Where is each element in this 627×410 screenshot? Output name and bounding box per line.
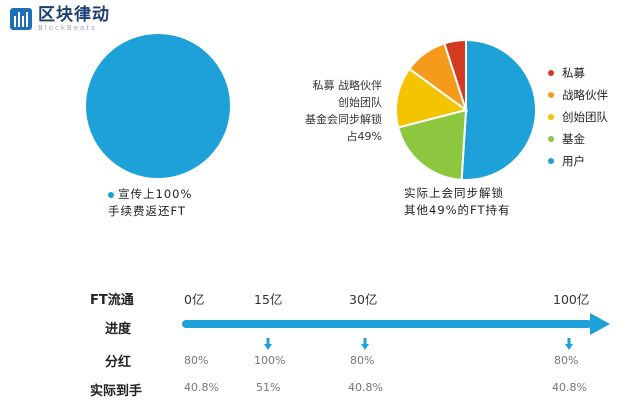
legend-label-fund: 基金	[562, 132, 585, 146]
right-caption-line-1: 实际上会同步解锁	[404, 186, 504, 200]
logo-subtitle: BlockBeats	[38, 24, 97, 32]
legend-item-partners: 战略伙伴	[548, 84, 608, 106]
left-caption-dot	[108, 191, 114, 198]
legend-dot-fund	[548, 136, 554, 142]
right-pie-annotation: 私募 战略伙伴 创始团队 基金会同步解锁 占49%	[270, 77, 382, 145]
actual-2: 40.8%	[348, 381, 383, 394]
dividend-3: 80%	[554, 354, 579, 367]
pie-chart-left	[84, 32, 232, 180]
annotation-line-2: 创始团队	[338, 96, 382, 109]
annotation-line-1: 私募 战略伙伴	[312, 79, 383, 92]
row-label-actual: 实际到手	[90, 384, 143, 399]
row-label-circulation: FT流通	[90, 293, 134, 308]
milestone-arrow-15	[264, 338, 272, 350]
progress-arrow	[182, 313, 610, 335]
pie-chart-right	[395, 38, 537, 181]
legend-label-founders: 创始团队	[562, 110, 608, 124]
pie-slice-用户	[84, 32, 232, 180]
milestone-arrow-100	[565, 338, 573, 350]
pie-slice-创始团队	[395, 67, 469, 129]
dividend-1: 100%	[254, 354, 286, 367]
left-pie-caption: 宣传上100% 手续费返还FT	[108, 186, 192, 220]
legend-item-founders: 创始团队	[548, 106, 608, 128]
milestone-arrow-30	[361, 338, 369, 350]
left-caption-line-2: 手续费返还FT	[108, 204, 186, 218]
legend-label-users: 用户	[562, 154, 585, 168]
logo-name: 区块律动	[38, 5, 110, 25]
left-caption-line-1: 宣传上100%	[118, 187, 193, 201]
row-label-progress: 进度	[105, 322, 132, 337]
pie-slice-基金	[396, 108, 468, 181]
row-label-dividend: 分红	[105, 355, 132, 370]
legend-item-users: 用户	[548, 150, 608, 172]
right-pie-caption: 实际上会同步解锁 其他49%的FT持有	[404, 185, 511, 219]
actual-1: 51%	[256, 381, 281, 394]
annotation-line-3: 基金会同步解锁	[305, 113, 382, 126]
legend-item-fund: 基金	[548, 128, 608, 150]
annotation-line-4: 占49%	[346, 130, 382, 143]
legend-dot-private	[548, 70, 554, 76]
legend: 私募 战略伙伴 创始团队 基金 用户	[548, 62, 608, 172]
circulation-2: 30亿	[349, 292, 378, 307]
circulation-3: 100亿	[553, 292, 590, 307]
legend-label-partners: 战略伙伴	[562, 88, 608, 102]
dividend-0: 80%	[184, 354, 209, 367]
pie-slice-用户	[460, 38, 537, 181]
actual-3: 40.8%	[552, 381, 587, 394]
logo: 区块律动 BlockBeats	[10, 6, 110, 32]
logo-icon	[10, 8, 32, 30]
pie-slice-私募	[443, 38, 467, 111]
legend-label-private: 私募	[562, 66, 585, 80]
legend-dot-users	[548, 158, 554, 164]
right-caption-line-2: 其他49%的FT持有	[404, 203, 511, 217]
actual-0: 40.8%	[184, 381, 219, 394]
dividend-2: 80%	[350, 354, 375, 367]
legend-dot-partners	[548, 92, 554, 98]
circulation-0: 0亿	[184, 292, 205, 307]
legend-item-private: 私募	[548, 62, 608, 84]
circulation-1: 15亿	[254, 292, 283, 307]
legend-dot-founders	[548, 114, 554, 120]
